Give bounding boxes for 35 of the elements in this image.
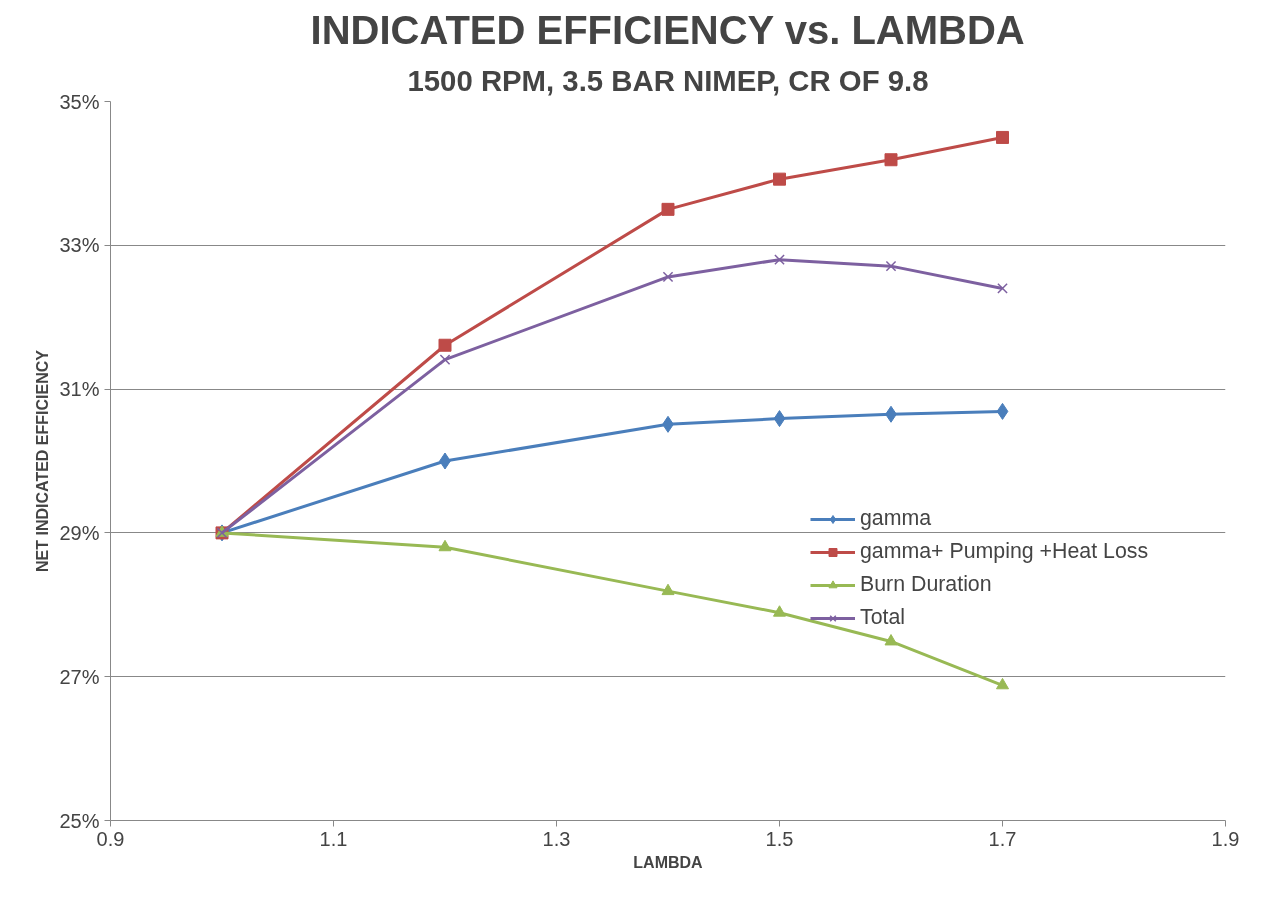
legend-label: gamma [860, 506, 932, 531]
point [661, 583, 675, 596]
point [439, 354, 451, 365]
point [438, 539, 452, 552]
point [884, 153, 898, 167]
chart-subtitle: 1500 RPM, 3.5 BAR NIMEP, CR OF 9.8 [407, 63, 929, 97]
legend-label: Total [860, 605, 906, 630]
chart-title: INDICATED EFFICIENCY vs. LAMBDA [310, 7, 1025, 52]
y-tick-label: 35% [59, 90, 100, 113]
y-tick-label: 29% [59, 521, 100, 544]
point [661, 202, 675, 216]
point [773, 172, 786, 186]
point [438, 338, 452, 352]
point [884, 634, 898, 646]
y-tick-label: 31% [59, 378, 100, 401]
x-axis-title: LAMBDA [633, 853, 704, 871]
point [997, 283, 1008, 294]
point [996, 677, 1009, 690]
y-axis-title: NET INDICATED EFFICIENCY [34, 349, 52, 572]
x-tick-label: 1.5 [765, 827, 794, 850]
legend-label: gamma+ Pumping +Heat Loss [860, 539, 1149, 564]
legend-label: Burn Duration [860, 572, 992, 597]
x-tick-label: 1.9 [1211, 827, 1240, 850]
point [773, 605, 786, 617]
x-tick-label: 1.7 [988, 827, 1017, 850]
point [996, 130, 1009, 144]
point [773, 410, 786, 428]
point [662, 271, 674, 283]
y-tick-label: 27% [59, 665, 100, 688]
x-tick-label: 1.3 [542, 827, 571, 850]
x-tick-label: 1.1 [319, 827, 348, 850]
point [885, 260, 897, 272]
y-tick-label: 33% [59, 234, 100, 257]
point [996, 402, 1009, 420]
point [774, 254, 785, 266]
